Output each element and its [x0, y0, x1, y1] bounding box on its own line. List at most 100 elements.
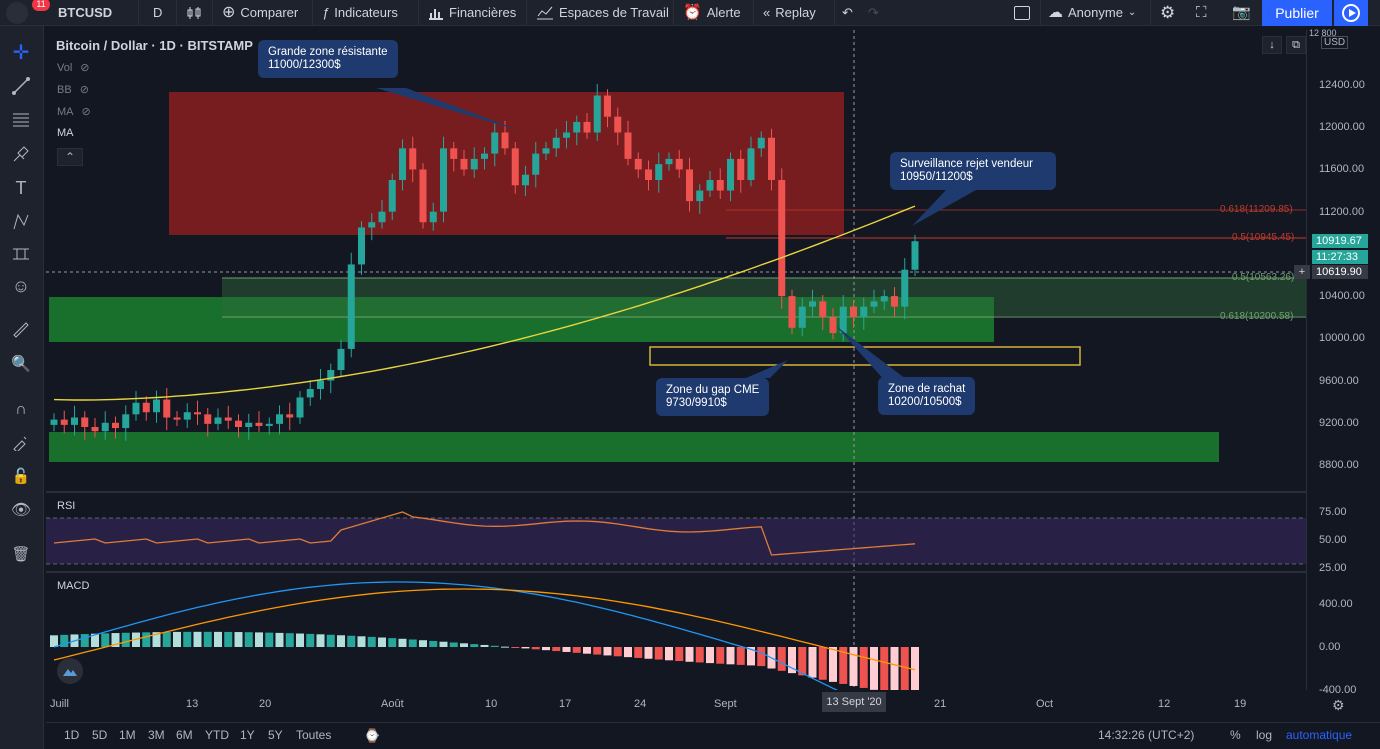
indicator-vol[interactable]: Vol ⊘ [57, 61, 90, 75]
compare-button[interactable]: ⊕ Comparer [222, 0, 298, 26]
time-axis[interactable]: Juill 13 20 Août 10 17 24 Sept 21 Oct 12… [46, 692, 1306, 720]
macd-bar [367, 636, 376, 647]
eye-hidden-icon[interactable]: ⊘ [79, 84, 89, 96]
tradingview-logo[interactable] [57, 658, 83, 684]
macd-bar [613, 647, 622, 657]
ruler-icon[interactable] [9, 318, 33, 342]
candle-body [429, 211, 437, 223]
account-dropdown[interactable]: ☁ Anonyme ⌄ [1048, 0, 1136, 26]
timeframe-5y[interactable]: 5Y [268, 728, 283, 742]
financials-button[interactable]: Financières [428, 0, 516, 26]
indicator-ma-hidden[interactable]: MA ⊘ [57, 105, 91, 119]
settings-button[interactable]: ⚙ [1160, 0, 1175, 26]
signal-line [53, 588, 916, 671]
axis-settings-button[interactable]: ⚙ [1332, 697, 1345, 714]
replay-button[interactable]: « Replay [763, 0, 816, 26]
rsi-pane-separator[interactable] [46, 491, 1380, 493]
maximize-pane-button[interactable]: ⧉ [1286, 36, 1306, 54]
redo-button[interactable]: ↷ [868, 0, 879, 26]
stream-button[interactable] [1334, 0, 1368, 26]
time-tick: Oct [1036, 698, 1054, 710]
timeframe-3m[interactable]: 3M [148, 728, 165, 742]
candle-body [727, 158, 734, 191]
macd-bar [788, 647, 796, 674]
eye-hidden-icon[interactable]: ⊘ [81, 106, 91, 118]
cme-gap-callout[interactable]: Zone du gap CME 9730/9910$ [656, 378, 770, 416]
candle-body [450, 148, 458, 159]
price-axis[interactable]: USD 12 800 12400.00 12000.00 11600.00 11… [1306, 28, 1380, 696]
log-toggle[interactable]: log [1256, 728, 1273, 742]
macd-bar [285, 633, 294, 647]
macd-bar [408, 639, 417, 647]
timeframe-1d[interactable]: 1D [64, 728, 80, 742]
gear-icon: ⚙ [1160, 3, 1176, 22]
add-alert-button[interactable]: + [1294, 265, 1310, 279]
candle-body [50, 419, 58, 425]
timeframe-1y[interactable]: 1Y [240, 728, 255, 742]
fullscreen-button[interactable]: ⛶ [1196, 0, 1207, 26]
fib-retracement-icon[interactable] [9, 108, 33, 132]
trash-icon[interactable]: 🗑 [11, 546, 31, 563]
time-tick: 20 [259, 698, 272, 710]
chart-type-button[interactable] [186, 0, 202, 26]
indicator-ma[interactable]: MA [57, 127, 74, 139]
time-tick: 13 [186, 698, 199, 710]
pattern-icon[interactable] [9, 210, 33, 234]
candle-body [891, 296, 898, 307]
date-range-button[interactable]: ⌚ [364, 728, 380, 744]
workspaces-button[interactable]: Espaces de Travail [536, 0, 669, 26]
indicator-bb[interactable]: BB ⊘ [57, 83, 89, 97]
alert-button[interactable]: ⏰ Alerte [683, 0, 741, 26]
macd-bar [501, 646, 509, 648]
macd-bar [142, 632, 151, 647]
macd-bar [347, 635, 356, 647]
snapshot-button[interactable]: 📷 [1232, 0, 1251, 26]
collapse-legend-button[interactable]: ⌃ [57, 148, 83, 166]
candle-body [71, 417, 78, 425]
measure-icon[interactable] [9, 242, 33, 266]
emoji-icon[interactable]: ☺ [11, 275, 31, 296]
macd-bar [470, 644, 479, 647]
percent-toggle[interactable]: % [1230, 728, 1241, 742]
candle-body [819, 301, 827, 318]
eye-icon[interactable]: 👁 [10, 502, 32, 519]
candle-body [522, 174, 529, 186]
crosshair-icon[interactable]: ✛ [12, 41, 30, 64]
timeframe-all[interactable]: Toutes [296, 728, 332, 742]
macd-pane-separator[interactable] [46, 571, 1380, 573]
resistance-callout[interactable]: Grande zone résistante 11000/12300$ [258, 40, 398, 78]
arrow-down-icon: ↓ [1269, 39, 1275, 51]
symbol-search[interactable]: BTCUSD [58, 5, 113, 20]
currency-label[interactable]: USD [1321, 36, 1349, 49]
candle-body [122, 414, 130, 429]
auto-toggle[interactable]: automatique [1286, 728, 1353, 742]
clock-label[interactable]: 14:32:26 (UTC+2) [1098, 728, 1195, 742]
watch-callout[interactable]: Surveillance rejet vendeur 10950/11200$ [890, 152, 1056, 190]
draw-lock-icon[interactable] [9, 430, 33, 454]
brush-icon[interactable] [9, 142, 33, 166]
magnet-icon[interactable]: ∩ [15, 401, 27, 418]
zoom-icon[interactable]: 🔍 [11, 356, 31, 373]
indicators-button[interactable]: ƒ Indicateurs [322, 0, 398, 26]
lock-icon[interactable]: 🔓 [11, 468, 31, 485]
candle-body [798, 306, 806, 328]
buy-zone-callout[interactable]: Zone de rachat 10200/10500$ [878, 377, 976, 415]
timeframe-1m[interactable]: 1M [119, 728, 136, 742]
candle-body [235, 420, 242, 427]
eye-hidden-icon[interactable]: ⊘ [80, 62, 90, 74]
menu-button[interactable]: 11 [6, 0, 50, 26]
macd-bar [162, 632, 171, 647]
macd-bar [849, 647, 858, 686]
undo-button[interactable]: ↶ [842, 0, 853, 26]
timeframe-6m[interactable]: 6M [176, 728, 193, 742]
interval-button[interactable]: D [153, 5, 163, 20]
timeframe-5d[interactable]: 5D [92, 728, 108, 742]
fullscreen-box-button[interactable] [1014, 0, 1030, 26]
top-toolbar: 11 BTCUSD D ⊕ Comparer ƒ Indicateurs Fin… [0, 0, 1380, 26]
timeframe-ytd[interactable]: YTD [205, 728, 229, 742]
price-chart[interactable] [46, 30, 1306, 690]
text-icon[interactable]: T [15, 177, 27, 198]
publish-button[interactable]: Publier [1262, 0, 1332, 26]
scroll-to-latest-button[interactable]: ↓ [1262, 36, 1282, 54]
trendline-icon[interactable] [9, 74, 33, 98]
